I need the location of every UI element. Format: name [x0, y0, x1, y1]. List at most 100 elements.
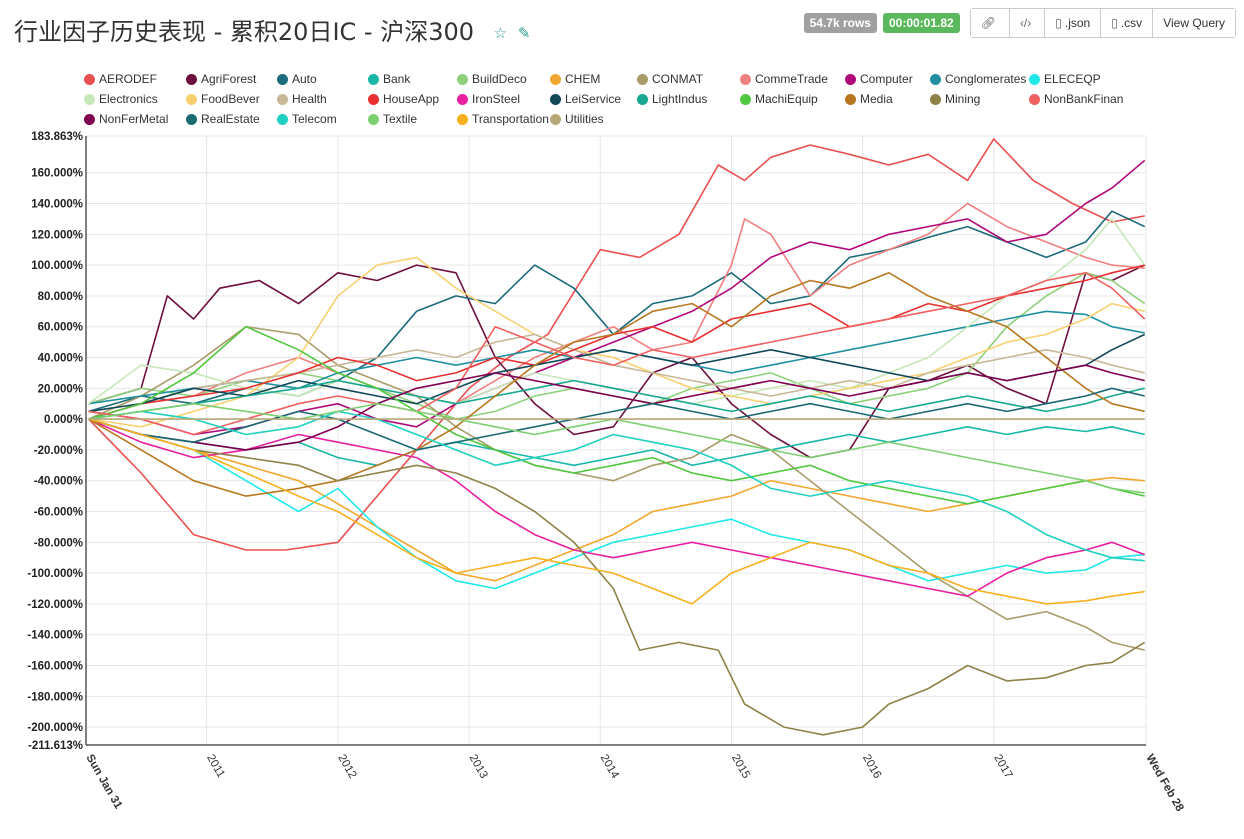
series-line-conmat	[88, 325, 1145, 651]
legend-label: MachiEquip	[755, 92, 818, 106]
legend-label: AERODEF	[99, 72, 158, 86]
star-icon[interactable]: ☆	[493, 24, 508, 42]
series-line-nonbankfinan	[88, 272, 1146, 436]
legend-item[interactable]: Conglomerates	[930, 72, 1026, 86]
page-title: 行业因子历史表现 - 累积20日IC - 沪深300 ☆ ✎	[14, 12, 536, 47]
legend-label: Transportation	[472, 112, 549, 126]
series-line-aerodef	[88, 138, 1145, 551]
legend-item[interactable]: ELECEQP	[1029, 72, 1101, 86]
legend-item[interactable]: AgriForest	[186, 72, 256, 86]
legend-item[interactable]: Transportation	[457, 112, 549, 126]
legend-item[interactable]: AERODEF	[84, 72, 157, 86]
legend-dot	[368, 73, 379, 85]
legend-label: Telecom	[292, 112, 337, 126]
x-tick-label: 2015	[729, 753, 752, 781]
legend-label: CommeTrade	[755, 72, 828, 86]
edit-icon[interactable]: ✎	[517, 24, 531, 42]
y-tick-label: 0.000%	[44, 414, 83, 426]
y-tick-label: -100.000%	[27, 568, 83, 580]
legend-item[interactable]: Textile	[368, 112, 417, 126]
json-export-button[interactable]: ▯ .json	[1045, 9, 1102, 37]
view-query-button[interactable]: View Query	[1153, 9, 1235, 37]
legend-item[interactable]: CommeTrade	[740, 72, 828, 86]
series-line-computer	[88, 159, 1146, 436]
legend-dot	[84, 73, 95, 85]
legend-label: Auto	[292, 72, 317, 86]
legend-item[interactable]: NonBankFinan	[1029, 92, 1123, 106]
legend-item[interactable]: Electronics	[84, 92, 158, 106]
code-icon: ‹/›	[1019, 16, 1032, 30]
legend-item[interactable]: FoodBever	[186, 92, 260, 106]
legend-dot	[550, 113, 561, 125]
series-line-realestate	[88, 387, 1145, 451]
legend-dot	[457, 73, 468, 85]
file-icon: ▯	[1055, 16, 1062, 30]
legend-dot	[1029, 93, 1040, 105]
x-tick-label: 2011	[204, 753, 227, 780]
legend-item[interactable]: Bank	[368, 72, 410, 86]
legend-item[interactable]: BuildDeco	[457, 72, 527, 86]
y-tick-label: -200.000%	[27, 722, 83, 734]
y-tick-label: -40.000%	[34, 476, 83, 488]
legend-label: Utilities	[565, 112, 604, 126]
legend-dot	[930, 93, 941, 105]
rows-badge: 54.7k rows	[803, 13, 877, 33]
legend-label: Textile	[383, 112, 418, 126]
series-line-mining	[88, 418, 1146, 736]
legend-item[interactable]: RealEstate	[186, 112, 260, 126]
legend-dot	[277, 113, 288, 125]
x-tick-label: Wed Feb 28	[1143, 753, 1186, 815]
link-icon: 🔗︎	[980, 16, 996, 30]
legend-item[interactable]: CONMAT	[637, 72, 703, 86]
y-tick-label: -80.000%	[34, 537, 83, 549]
legend-item[interactable]: LightIndus	[637, 92, 707, 106]
json-label: .json	[1064, 16, 1091, 30]
legend-dot	[740, 93, 751, 105]
csv-export-button[interactable]: ▯ .csv	[1101, 9, 1154, 37]
y-tick-label: 160.000%	[31, 168, 83, 180]
x-tick-label: 2014	[598, 753, 621, 782]
legend-item[interactable]: Auto	[277, 72, 317, 86]
time-badge: 00:00:01.82	[882, 13, 960, 33]
view-query-label: View Query	[1163, 16, 1225, 30]
toolbar: 54.7k rows 00:00:01.82 🔗︎ ‹/› ▯ .json ▯ .c…	[803, 8, 1236, 38]
legend-item[interactable]: Mining	[930, 92, 980, 106]
y-tick-label: -211.613%	[28, 740, 83, 752]
legend-item[interactable]: Utilities	[550, 112, 604, 126]
x-tick-label: Sun Jan 31	[83, 753, 124, 812]
embed-code-button[interactable]: ‹/›	[1009, 9, 1046, 37]
legend-item[interactable]: Media	[845, 92, 893, 106]
legend-item[interactable]: HouseApp	[368, 92, 439, 106]
export-button-group: 🔗︎ ‹/› ▯ .json ▯ .csv View Query	[969, 8, 1236, 38]
legend-dot	[845, 93, 856, 105]
series-line-lightindus	[88, 379, 1145, 420]
legend-dot	[368, 113, 379, 125]
legend-dot	[930, 73, 941, 85]
legend-item[interactable]: CHEM	[550, 72, 600, 86]
legend-item[interactable]: Telecom	[277, 112, 337, 126]
x-tick-label: 2017	[991, 753, 1014, 781]
legend-dot	[277, 93, 288, 105]
legend-dot	[550, 73, 561, 85]
series-line-telecom	[88, 410, 1145, 562]
csv-label: .csv	[1120, 16, 1143, 30]
legend-label: BuildDeco	[472, 72, 527, 86]
legend-item[interactable]: Health	[277, 92, 327, 106]
legend-item[interactable]: Computer	[845, 72, 913, 86]
legend-label: NonFerMetal	[99, 112, 169, 126]
legend-dot	[277, 73, 288, 85]
legend-item[interactable]: LeiService	[550, 92, 621, 106]
copy-link-button[interactable]: 🔗︎	[970, 9, 1010, 37]
y-tick-label: -140.000%	[27, 630, 83, 642]
series-line-bank	[88, 418, 1145, 467]
series-line-eleceqp	[88, 418, 1145, 590]
legend-label: LeiService	[565, 92, 622, 106]
legend-item[interactable]: IronSteel	[457, 92, 520, 106]
legend-item[interactable]: NonFerMetal	[84, 112, 168, 126]
legend-label: Conglomerates	[945, 72, 1027, 86]
legend-label: RealEstate	[201, 112, 260, 126]
legend-item[interactable]: MachiEquip	[740, 92, 818, 106]
x-tick-label: 2013	[466, 753, 489, 781]
y-tick-label: 100.000%	[31, 260, 83, 272]
